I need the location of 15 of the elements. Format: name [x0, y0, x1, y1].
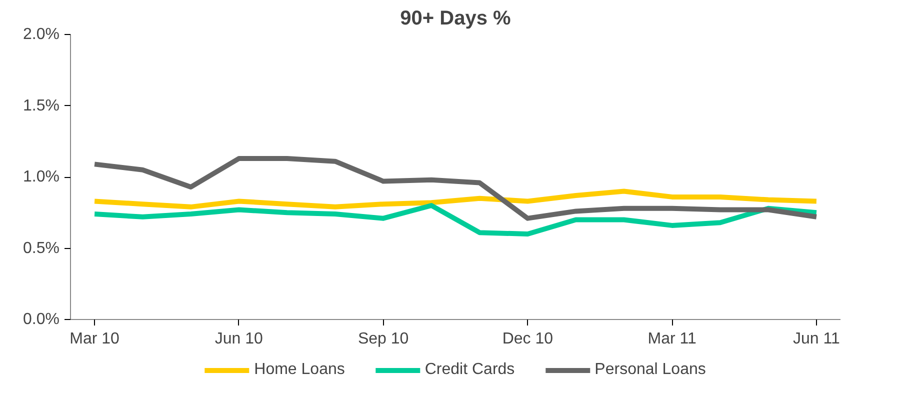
y-tick-label: 0.0% [23, 311, 60, 328]
chart-title: 90+ Days % [400, 8, 512, 30]
legend-label: Credit Cards [424, 360, 515, 380]
x-tick-label: Jun 11 [793, 330, 840, 348]
y-tick-label: 1.5% [23, 97, 60, 114]
y-tick-label: 1.0% [23, 168, 60, 186]
legend-label: Personal Loans [594, 360, 706, 380]
x-tick-label: Mar 10 [70, 330, 120, 348]
x-tick-label: Jun 10 [214, 330, 264, 348]
x-tick-label: Sep 10 [358, 330, 409, 348]
y-tick-label: 2.0% [23, 26, 60, 43]
x-tick-label: Dec 10 [502, 330, 554, 348]
y-tick-label: 0.5% [23, 240, 60, 257]
x-tick-label: Mar 11 [648, 330, 696, 348]
legend-label: Home Loans [254, 360, 345, 380]
